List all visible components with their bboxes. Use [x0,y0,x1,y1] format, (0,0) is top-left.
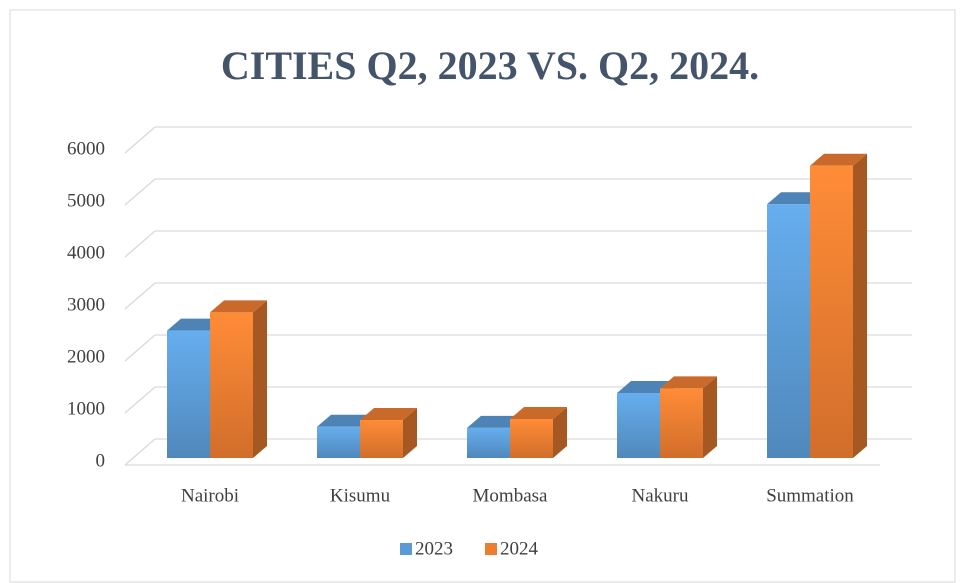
y-tick-label: 3000 [67,294,105,315]
x-tick-label: Nakuru [632,485,689,506]
legend-swatch [485,543,497,555]
bar-top [810,153,867,166]
bar-side [253,300,267,458]
bar-top [660,376,717,389]
bar-side [703,376,717,458]
bar [467,427,510,458]
y-tick-label: 1000 [67,398,105,419]
y-tick-label: 0 [96,450,106,471]
bar [617,393,660,458]
bar [210,312,253,458]
x-tick-label: Nairobi [181,485,239,506]
bar [510,419,553,458]
bar-top [360,408,417,421]
x-tick-label: Summation [766,485,854,506]
bar-top [467,415,524,428]
bar-top [767,192,824,205]
grid-line [124,178,912,206]
bar [767,204,810,458]
chart-title: CITIES Q2, 2023 VS. Q2, 2024. [221,43,759,88]
bar-top [210,300,267,313]
y-tick-label: 4000 [67,242,105,263]
legend-swatch [400,543,412,555]
bar-top [510,407,567,419]
bar [360,420,403,458]
x-tick-label: Kisumu [330,485,391,506]
bar [810,165,853,458]
y-tick-label: 2000 [67,346,105,367]
bar-side [553,407,567,458]
bar-top [617,381,674,393]
bar [317,426,360,458]
x-tick-label: Mombasa [473,485,549,506]
bar [660,388,703,458]
y-tick-label: 6000 [67,138,105,159]
legend-label: 2024 [500,538,539,559]
bar [167,330,210,458]
grid-line [124,334,912,362]
grid-line [124,230,912,258]
bar-side [853,153,867,458]
grid-line [124,126,912,154]
bar-side [403,408,417,458]
legend-label: 2023 [415,538,453,559]
grid-line [124,282,912,310]
bar-top [167,318,224,331]
y-tick-label: 5000 [67,190,105,211]
bar-top [317,414,374,427]
